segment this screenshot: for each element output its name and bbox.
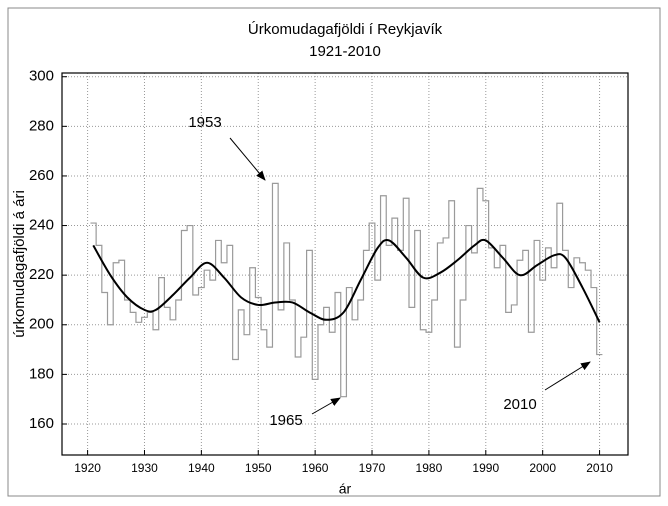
y-tick-label: 280 [29, 117, 54, 134]
y-tick-label: 160 [29, 415, 54, 432]
y-tick-label: 220 [29, 266, 54, 283]
y-axis-label: úrkomudagafjöldi á ári [11, 190, 28, 338]
x-tick-label: 1970 [359, 461, 386, 475]
annotation: 1965 [269, 412, 302, 429]
y-tick-label: 200 [29, 316, 54, 333]
y-tick-label: 180 [29, 365, 54, 382]
x-tick-label: 1980 [416, 461, 443, 475]
figure-frame [7, 7, 661, 497]
smoothed-line [92, 238, 601, 323]
x-tick-label: 2010 [586, 461, 613, 475]
x-tick-label: 1940 [188, 461, 215, 475]
chart-subtitle: 1921-2010 [309, 43, 381, 60]
annual-step-line [90, 182, 603, 398]
x-tick-label: 1960 [302, 461, 329, 475]
x-tick-label: 1950 [245, 461, 272, 475]
annotation-arrow [544, 361, 591, 391]
plot-frame [61, 72, 629, 456]
x-tick-label: 1920 [74, 461, 101, 475]
x-axis-label: ár [339, 481, 352, 497]
y-tick-label: 260 [29, 167, 54, 184]
annotation: 2010 [503, 396, 536, 413]
x-tick-label: 1930 [131, 461, 158, 475]
annotation-arrow [311, 397, 341, 415]
x-tick-label: 2000 [529, 461, 556, 475]
annotation: 1953 [188, 114, 221, 131]
annotation-arrow [229, 137, 266, 181]
y-tick-label: 300 [29, 68, 54, 85]
x-tick-label: 1990 [472, 461, 499, 475]
y-tick-label: 240 [29, 217, 54, 234]
chart-title: Úrkomudagafjöldi í Reykjavík [248, 21, 443, 38]
